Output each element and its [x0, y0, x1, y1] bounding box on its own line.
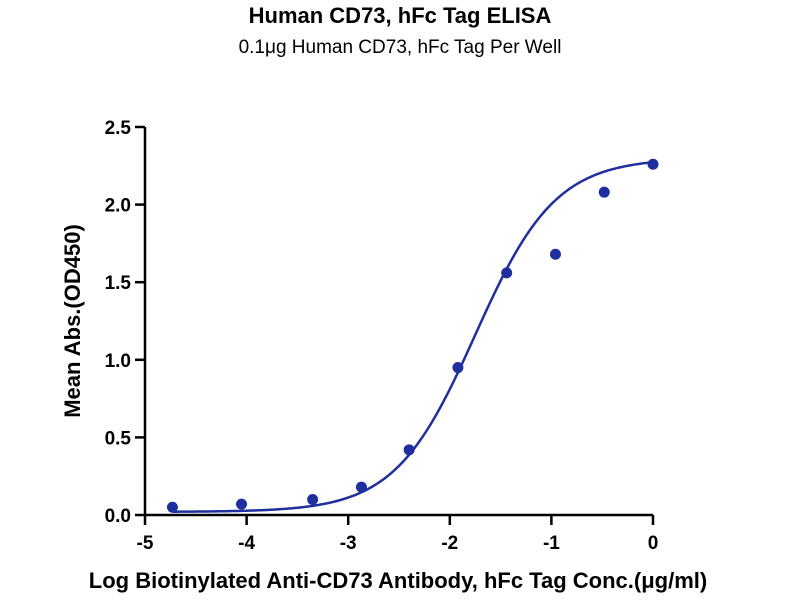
data-point: [598, 186, 610, 198]
data-point: [549, 248, 561, 260]
data-point: [355, 481, 367, 493]
data-point: [452, 362, 464, 374]
chart-title: Human CD73, hFc Tag ELISA: [249, 3, 552, 28]
y-tick-label: 2.0: [105, 196, 131, 217]
data-point: [166, 501, 178, 513]
x-axis-ticks: -5 -4 -3 -2 -1 0: [137, 515, 659, 554]
x-tick-label: 0: [648, 533, 659, 554]
x-tick-label: -5: [137, 533, 154, 554]
x-tick-label: -3: [340, 533, 357, 554]
y-axis-title: Mean Abs.(OD450): [60, 224, 85, 418]
data-point: [307, 493, 319, 505]
chart-subtitle: 0.1μg Human CD73, hFc Tag Per Well: [239, 37, 562, 58]
x-axis-title: Log Biotinylated Anti-CD73 Antibody, hFc…: [89, 568, 707, 593]
y-tick-label: 0.5: [105, 428, 132, 449]
y-tick-label: 1.5: [105, 273, 132, 294]
x-tick-label: -4: [238, 533, 255, 554]
y-tick-label: 1.0: [105, 351, 131, 372]
plot-area: [166, 158, 659, 513]
y-axis-ticks: 0.0 0.5 1.0 1.5 2.0 2.5: [105, 118, 145, 527]
x-tick-label: -2: [441, 533, 458, 554]
data-point: [647, 158, 659, 170]
data-point: [501, 267, 513, 279]
y-tick-label: 0.0: [105, 506, 131, 527]
fit-curve-line: [172, 160, 654, 513]
data-point: [403, 444, 415, 456]
data-point: [236, 498, 248, 510]
y-tick-label: 2.5: [105, 118, 132, 139]
x-tick-label: -1: [543, 533, 560, 554]
